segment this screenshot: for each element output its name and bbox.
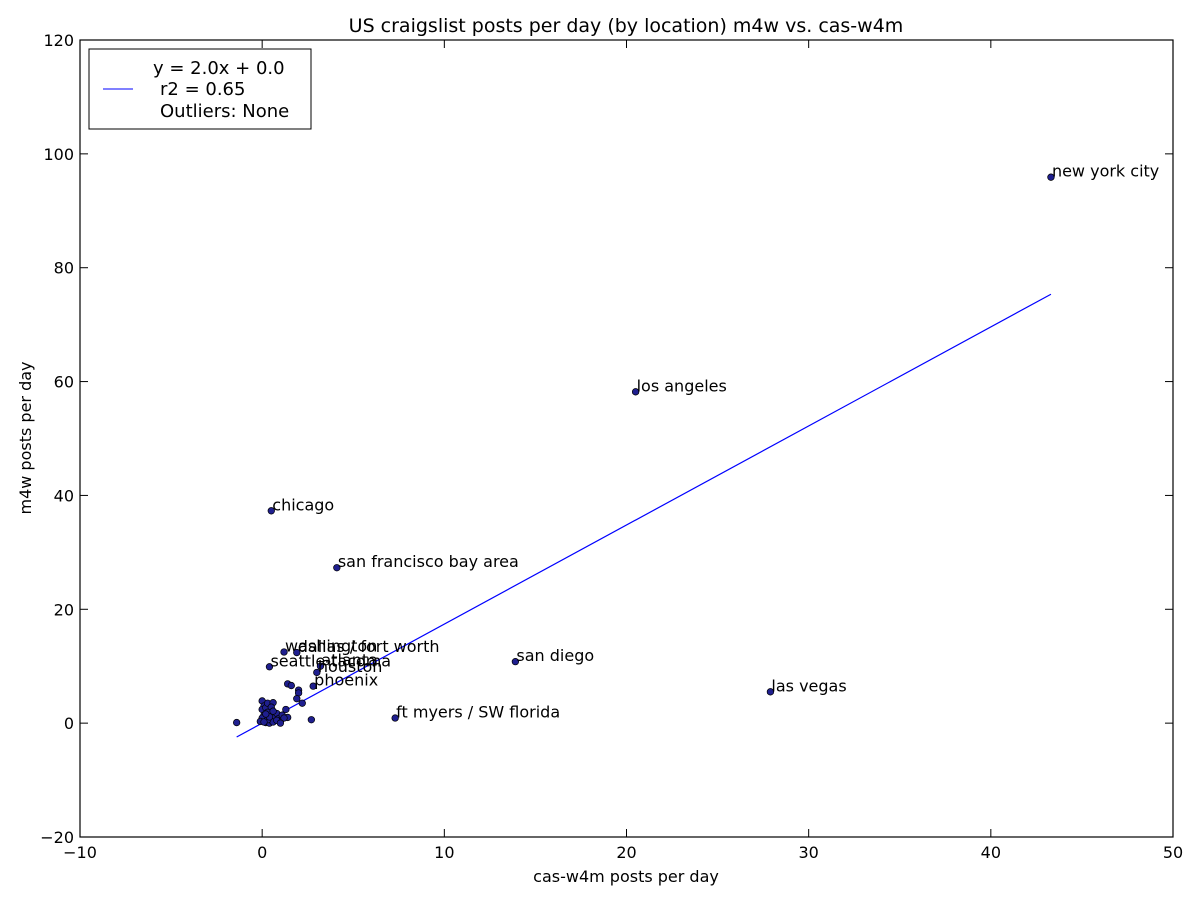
y-tick-label: 80 [54, 259, 74, 278]
data-point-labeled [391, 714, 399, 722]
x-tick-label: 10 [434, 843, 454, 862]
legend-line-1: y = 2.0x + 0.0 [153, 58, 285, 79]
y-tick-label: 120 [43, 31, 74, 50]
x-tick-label: 0 [257, 843, 267, 862]
data-point-labeled [631, 388, 640, 396]
point-label: ft myers / SW florida [396, 703, 560, 722]
y-tick-label: −20 [40, 828, 74, 847]
point-label: houston [318, 657, 383, 676]
point-label: los angeles [637, 376, 727, 395]
legend-line-2: r2 = 0.65 [160, 79, 245, 100]
data-point-labeled [265, 663, 274, 671]
data-point [298, 699, 306, 707]
data-point-labeled [267, 507, 275, 515]
y-tick-label: 40 [54, 486, 74, 505]
data-point-labeled [333, 564, 341, 572]
x-tick-label: 40 [981, 843, 1001, 862]
axes-frame [79, 39, 1174, 838]
point-label: phoenix [314, 671, 378, 690]
chart-title: US craigslist posts per day (by location… [349, 15, 904, 37]
data-point [276, 719, 285, 727]
data-point [293, 695, 301, 703]
point-label: new york city [1052, 162, 1159, 181]
y-axis-label: m4w posts per day [16, 361, 35, 514]
point-label: seattle-tacoma [270, 651, 391, 670]
x-tick-label: 50 [1163, 843, 1183, 862]
data-point [269, 707, 277, 715]
point-label: dallas / fort worth [298, 637, 440, 656]
data-point-labeled [316, 662, 325, 670]
point-label: washington [285, 636, 377, 655]
x-tick-label: 30 [798, 843, 818, 862]
data-point-labeled [309, 682, 317, 690]
y-tick-label: 100 [43, 145, 74, 164]
data-point [307, 716, 316, 724]
y-tick-label: 0 [64, 714, 74, 733]
x-axis-label: cas-w4m posts per day [533, 867, 719, 886]
point-label: atlanta [321, 651, 378, 670]
data-point [280, 714, 288, 722]
data-point [282, 705, 290, 714]
point-label: chicago [272, 495, 334, 514]
data-point-labeled [766, 688, 775, 696]
y-tick-label: 20 [54, 600, 74, 619]
data-point-labeled [1047, 173, 1055, 181]
fit-line [236, 293, 1052, 738]
point-label: las vegas [771, 676, 846, 695]
data-point [260, 718, 268, 726]
data-point-labeled [511, 658, 520, 666]
x-tick-label: −10 [63, 843, 97, 862]
legend-line-3: Outliers: None [160, 101, 289, 122]
x-tick-label: 20 [616, 843, 636, 862]
data-point [287, 681, 295, 690]
data-point [262, 710, 270, 718]
data-point-labeled [313, 668, 321, 677]
data-point [233, 718, 241, 727]
data-point-labeled [280, 648, 288, 656]
point-label: san francisco bay area [338, 552, 519, 571]
point-label: san diego [516, 646, 594, 665]
data-point-labeled [293, 648, 301, 657]
plot-area: −10 0 10 20 30 40 50 −20 0 20 40 60 80 100 120 new york… [40, 31, 1183, 862]
y-tick-label: 60 [54, 373, 74, 392]
legend: y = 2.0x + 0.0 r2 = 0.65 Outliers: None [88, 48, 312, 130]
